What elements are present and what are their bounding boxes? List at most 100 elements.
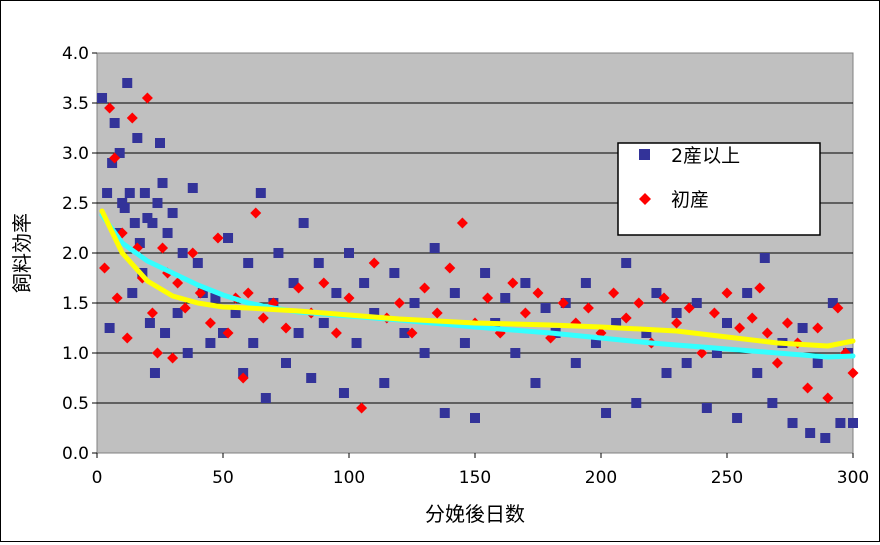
- data-point: [132, 133, 143, 143]
- x-tick-label: 200: [585, 468, 617, 488]
- data-point: [379, 378, 390, 388]
- data-point: [767, 398, 778, 408]
- data-point: [835, 418, 846, 428]
- data-point: [482, 292, 494, 304]
- data-point: [205, 338, 216, 348]
- data-point: [389, 268, 400, 278]
- data-point: [162, 228, 173, 238]
- data-point: [797, 323, 808, 333]
- data-point: [172, 277, 184, 289]
- x-tick-label: 0: [92, 468, 103, 488]
- legend-label-primiparous: 初産: [671, 189, 709, 211]
- y-tick-label: 0.0: [62, 444, 89, 464]
- data-point: [429, 243, 440, 253]
- data-point: [144, 318, 155, 328]
- data-point: [557, 297, 569, 309]
- data-point: [608, 287, 620, 299]
- y-tick-label: 4.0: [62, 44, 89, 64]
- data-point: [119, 203, 130, 213]
- data-point: [172, 308, 183, 318]
- data-point: [805, 428, 816, 438]
- data-point: [122, 78, 133, 88]
- data-point: [260, 393, 271, 403]
- data-point: [696, 347, 708, 359]
- data-point: [127, 288, 138, 298]
- data-point: [293, 282, 305, 294]
- y-axis-label: 飼料効率: [10, 213, 34, 293]
- data-point: [318, 318, 329, 328]
- data-point: [99, 262, 111, 274]
- data-point: [832, 302, 844, 314]
- data-point: [633, 297, 645, 309]
- data-point: [732, 413, 743, 423]
- data-point: [204, 317, 216, 329]
- data-point: [177, 248, 188, 258]
- data-point: [147, 218, 158, 228]
- data-point: [722, 318, 732, 328]
- data-point: [151, 347, 163, 359]
- data-point: [620, 312, 632, 324]
- data-point: [601, 408, 612, 418]
- data-point: [611, 318, 622, 328]
- data-point: [210, 293, 221, 303]
- data-point: [708, 307, 720, 319]
- data-point: [820, 433, 831, 443]
- data-point: [582, 302, 594, 314]
- data-point: [157, 178, 168, 188]
- data-point: [313, 258, 324, 268]
- data-point: [243, 258, 254, 268]
- data-point: [419, 348, 430, 358]
- data-point: [787, 418, 798, 428]
- data-point: [651, 288, 662, 298]
- data-point: [293, 328, 304, 338]
- data-point: [827, 298, 838, 308]
- data-point: [104, 323, 115, 333]
- y-tick-label: 3.5: [62, 94, 89, 114]
- data-point: [580, 278, 591, 288]
- data-point: [273, 248, 284, 258]
- data-point: [470, 413, 480, 423]
- data-point: [369, 308, 380, 318]
- data-point: [124, 188, 135, 198]
- data-point: [155, 138, 165, 148]
- data-point: [187, 183, 198, 193]
- data-point: [344, 248, 354, 258]
- data-point: [671, 308, 682, 318]
- data-point: [409, 298, 420, 308]
- data-point: [721, 287, 733, 299]
- legend-label-multiparous: 2産以上: [671, 145, 740, 167]
- data-point: [681, 358, 692, 368]
- data-point: [590, 338, 601, 348]
- data-point: [343, 292, 355, 304]
- data-point: [288, 278, 299, 288]
- data-point: [393, 297, 405, 309]
- data-point: [530, 378, 541, 388]
- data-point: [812, 358, 823, 368]
- data-point: [658, 292, 670, 304]
- data-point: [444, 262, 456, 274]
- data-point: [104, 102, 116, 114]
- data-point: [222, 327, 234, 339]
- data-point: [318, 277, 330, 289]
- data-point: [97, 93, 108, 103]
- data-point: [257, 312, 269, 324]
- data-point: [109, 152, 121, 164]
- data-point: [754, 282, 766, 294]
- x-tick-label: 300: [837, 468, 869, 488]
- y-tick-label: 1.0: [62, 344, 89, 364]
- data-point: [250, 207, 262, 219]
- y-tick-label: 1.5: [62, 294, 89, 314]
- y-tick-label: 3.0: [62, 144, 89, 164]
- data-point: [771, 357, 783, 369]
- data-point: [194, 287, 206, 299]
- data-point: [752, 368, 763, 378]
- data-point: [812, 322, 824, 334]
- data-point: [519, 307, 531, 319]
- y-tick-label: 2.0: [62, 244, 89, 264]
- data-point: [359, 278, 370, 288]
- data-point: [431, 307, 443, 319]
- legend-marker-square-icon: [639, 149, 650, 160]
- data-point: [510, 348, 521, 358]
- data-point: [781, 317, 793, 329]
- data-point: [456, 217, 468, 229]
